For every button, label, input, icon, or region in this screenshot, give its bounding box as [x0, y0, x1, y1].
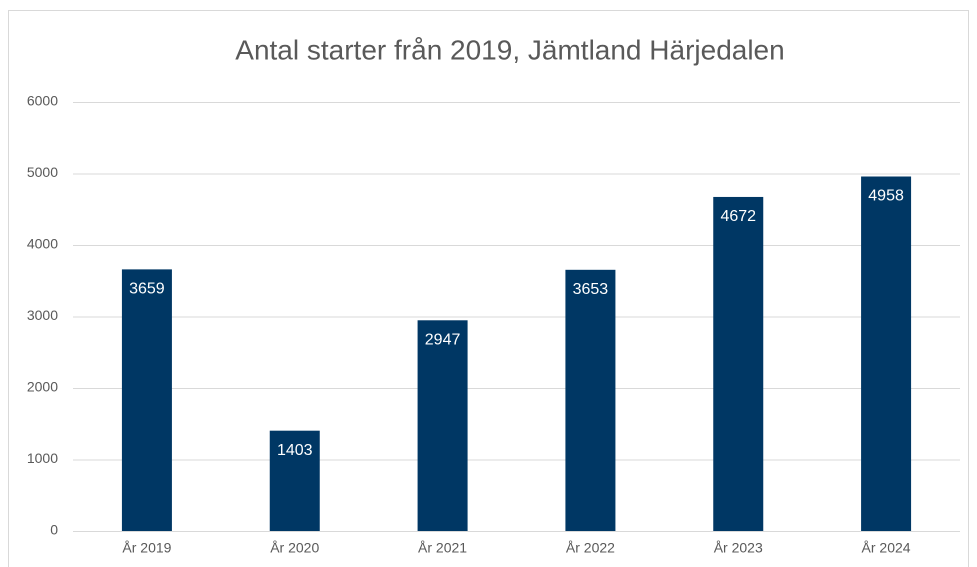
data-label: 3653 [573, 281, 609, 298]
chart-title: Antal starter från 2019, Jämtland Härjed… [235, 34, 784, 65]
x-tick-label: År 2022 [566, 540, 615, 556]
x-tick-label: År 2020 [270, 540, 319, 556]
y-tick-label: 2000 [27, 379, 58, 395]
bar [121, 269, 172, 531]
x-tick-label: År 2023 [714, 540, 763, 556]
data-label: 4672 [720, 208, 756, 225]
data-label: 4958 [868, 188, 904, 205]
y-tick-label: 5000 [27, 164, 58, 180]
data-label: 3659 [129, 281, 165, 298]
data-label: 2947 [425, 332, 461, 349]
bar [713, 196, 764, 531]
y-tick-label: 4000 [27, 236, 58, 252]
x-tick-label: År 2019 [122, 540, 171, 556]
bar [565, 269, 616, 531]
bar [861, 176, 912, 532]
y-tick-label: 1000 [27, 450, 58, 466]
y-tick-label: 0 [50, 522, 58, 538]
bar [269, 430, 320, 531]
y-tick-label: 3000 [27, 307, 58, 323]
x-tick-label: År 2024 [862, 540, 911, 556]
data-label: 1403 [277, 442, 313, 459]
y-tick-label: 6000 [27, 93, 58, 109]
bar [417, 320, 468, 531]
x-tick-label: År 2021 [418, 540, 467, 556]
